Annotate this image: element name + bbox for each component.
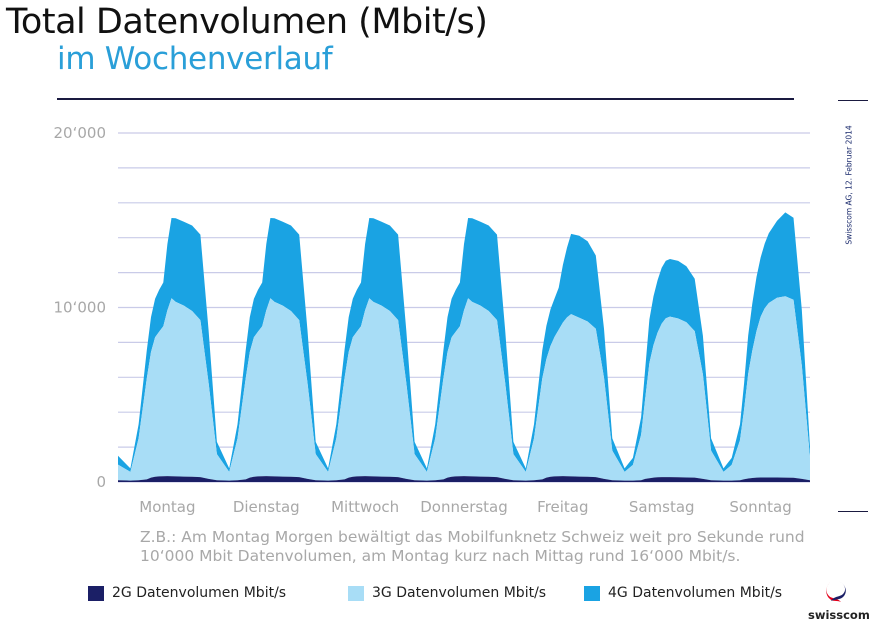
x-tick-label: Samstag: [629, 498, 695, 516]
legend-label-3g: 3G Datenvolumen Mbit/s: [372, 585, 547, 601]
side-divider-top: [838, 100, 868, 101]
legend-item-4g: 4G Datenvolumen Mbit/s: [584, 583, 782, 603]
area-4g: [118, 212, 810, 472]
swisscom-logo: swisscom: [808, 578, 870, 622]
x-tick-label: Donnerstag: [420, 498, 508, 516]
swisscom-logo-icon: [826, 581, 846, 602]
swisscom-logo-text: swisscom: [808, 608, 870, 622]
x-axis-ticks: Montag Dienstag Mittwoch Donnerstag Freitag S…: [139, 498, 791, 516]
legend-item-2g: 2G Datenvolumen Mbit/s: [88, 583, 286, 603]
legend-label-2g: 2G Datenvolumen Mbit/s: [112, 585, 287, 601]
x-tick-label: Dienstag: [233, 498, 300, 516]
title-divider: [57, 98, 794, 100]
x-tick-label: Montag: [139, 498, 195, 516]
area-3g: [118, 296, 810, 481]
area-2g: [118, 476, 810, 482]
side-divider-bottom: [838, 511, 868, 512]
chart-legend: 2G Datenvolumen Mbit/s 3G Datenvolumen M…: [0, 583, 873, 603]
legend-swatch-4g: [584, 585, 600, 601]
chart-title: Total Datenvolumen (Mbit/s): [6, 2, 488, 42]
legend-swatch-2g: [88, 585, 104, 601]
legend-label-4g: 4G Datenvolumen Mbit/s: [608, 585, 783, 601]
chart-subtitle: im Wochenverlauf: [57, 41, 333, 77]
legend-item-3g: 3G Datenvolumen Mbit/s: [348, 583, 546, 603]
legend-swatch-3g: [348, 585, 364, 601]
x-tick-label: Freitag: [537, 498, 588, 516]
y-axis-ticks: 0 10‘000 20‘000: [54, 124, 107, 491]
chart-caption: Z.B.: Am Montag Morgen bewältigt das Mob…: [140, 528, 805, 565]
y-tick-label: 20‘000: [54, 124, 107, 142]
area-series: [118, 212, 810, 482]
x-tick-label: Sonntag: [729, 498, 791, 516]
y-tick-label: 0: [96, 473, 106, 491]
x-tick-label: Mittwoch: [331, 498, 399, 516]
y-tick-label: 10‘000: [54, 299, 107, 317]
